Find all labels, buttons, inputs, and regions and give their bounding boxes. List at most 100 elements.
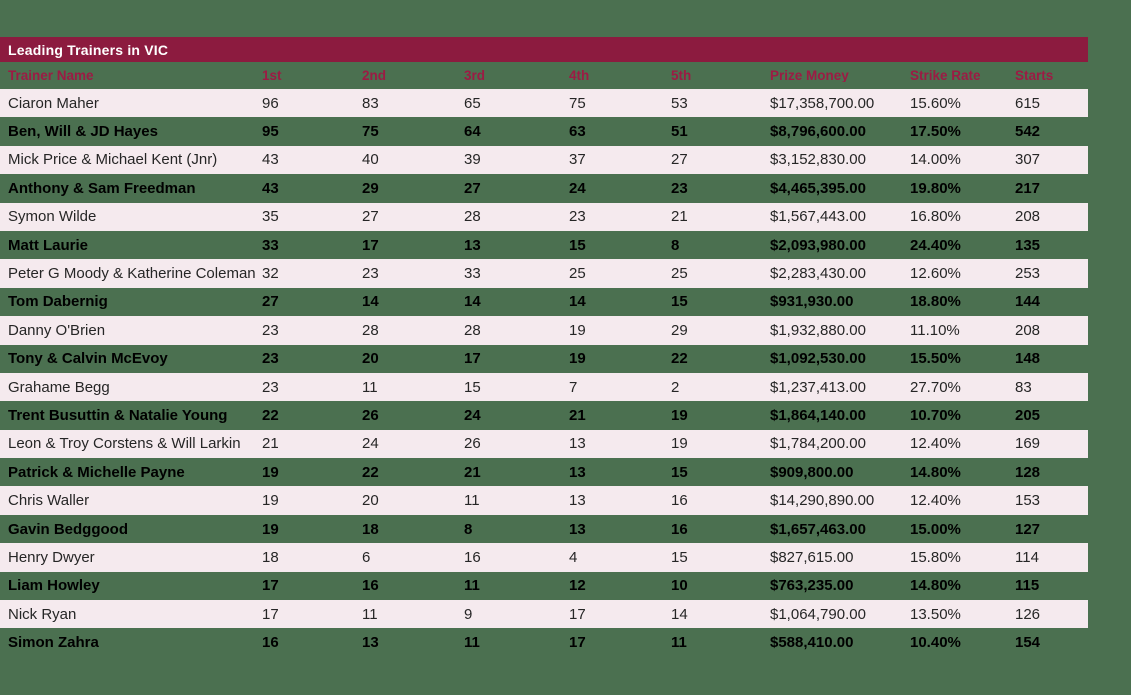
stat-cell: 135: [1015, 237, 1041, 253]
stat-cell: 115: [1015, 578, 1040, 594]
table-body: Ciaron Maher 96 83 65 75 53 $17,358,700.00 15.6…: [0, 89, 1088, 657]
stat-cell: 13: [569, 521, 586, 537]
stat-cell: 27: [464, 180, 481, 196]
stat-cell: $1,092,530.00: [770, 351, 866, 367]
stat-cell: 39: [464, 152, 481, 168]
column-header: 3rd: [464, 68, 486, 83]
stat-cell: $2,283,430.00: [770, 266, 866, 282]
column-header: 4th: [569, 68, 590, 83]
trainer-name: Symon Wilde: [8, 209, 97, 225]
stat-cell: 10.40%: [910, 635, 961, 651]
stat-cell: 21: [671, 209, 688, 225]
stat-cell: 307: [1015, 152, 1041, 168]
stat-cell: 14: [671, 606, 688, 622]
trainer-name: Henry Dwyer: [8, 549, 95, 565]
stat-cell: 12.40%: [910, 493, 961, 509]
trainer-name: Gavin Bedggood: [8, 521, 128, 537]
stat-cell: 208: [1015, 322, 1041, 338]
table-row: Ciaron Maher 96 83 65 75 53 $17,358,700.00 15.6…: [0, 89, 1088, 118]
trainer-name: Nick Ryan: [8, 606, 77, 622]
trainer-name: Simon Zahra: [8, 635, 99, 651]
stat-cell: 37: [569, 152, 586, 168]
stat-cell: 208: [1015, 209, 1041, 225]
stat-cell: 21: [569, 407, 586, 423]
trainer-name: Trent Busuttin & Natalie Young: [8, 407, 228, 423]
stat-cell: 9: [464, 606, 473, 622]
stat-cell: 23: [671, 180, 688, 196]
stat-cell: 15: [569, 237, 586, 253]
stat-cell: 15.60%: [910, 95, 961, 111]
table-row: Patrick & Michelle Payne 19 22 21 13 15 $909,8…: [0, 458, 1088, 486]
stat-cell: 16: [262, 635, 279, 651]
stat-cell: 11: [362, 606, 378, 622]
stat-cell: 28: [362, 322, 379, 338]
stat-cell: 19: [262, 521, 279, 537]
stat-cell: 20: [362, 351, 379, 367]
stat-cell: 205: [1015, 407, 1041, 423]
stat-cell: 8: [464, 521, 473, 537]
column-header: Starts: [1015, 68, 1054, 83]
stat-cell: 24.40%: [910, 237, 961, 253]
column-header: Trainer Name: [8, 68, 94, 83]
stat-cell: 19: [671, 407, 688, 423]
stat-cell: 7: [569, 379, 578, 395]
stat-cell: 127: [1015, 521, 1041, 537]
column-header: Prize Money: [770, 68, 849, 83]
stat-cell: 83: [362, 95, 379, 111]
stat-cell: 27: [262, 294, 279, 310]
stat-cell: $1,784,200.00: [770, 436, 866, 452]
table-row: Danny O'Brien 23 28 28 19 29 $1,932,880.00 11.1…: [0, 316, 1088, 345]
stat-cell: 6: [362, 549, 371, 565]
trainer-name: Tony & Calvin McEvoy: [8, 351, 168, 367]
trainer-name: Danny O'Brien: [8, 322, 106, 338]
stat-cell: 24: [362, 436, 379, 452]
stat-cell: 11.10%: [910, 322, 960, 338]
stat-cell: 14: [569, 294, 586, 310]
stat-cell: 21: [262, 436, 279, 452]
stat-cell: 43: [262, 152, 279, 168]
stat-cell: $1,237,413.00: [770, 379, 866, 395]
stat-cell: 13.50%: [910, 606, 961, 622]
stat-cell: 153: [1015, 493, 1041, 509]
title-bar: Leading Trainers in VIC: [0, 37, 1088, 62]
trainer-name: Chris Waller: [8, 493, 90, 509]
table-row: Tom Dabernig 27 14 14 14 15 $931,930.00 18.80% 1…: [0, 288, 1088, 316]
stat-cell: 542: [1015, 124, 1041, 140]
stat-cell: 169: [1015, 436, 1041, 452]
column-header: 2nd: [362, 68, 387, 83]
stat-cell: 615: [1015, 95, 1041, 111]
stat-cell: 28: [464, 209, 481, 225]
table-row: Anthony & Sam Freedman 43 29 27 24 23 $4,465,3…: [0, 174, 1088, 202]
stat-cell: 18.80%: [910, 294, 961, 310]
stat-cell: 53: [671, 95, 688, 111]
table-row: Gavin Bedggood 19 18 8 13 16 $1,657,463.00 15.0…: [0, 515, 1088, 543]
stat-cell: 43: [262, 180, 279, 196]
stat-cell: $1,864,140.00: [770, 407, 866, 423]
stat-cell: 23: [262, 322, 279, 338]
trainer-name: Patrick & Michelle Payne: [8, 464, 185, 480]
stat-cell: 16.80%: [910, 209, 961, 225]
stat-cell: 23: [262, 379, 279, 395]
table-row: Matt Laurie 33 17 13 15 8 $2,093,980.00 24.40% 1…: [0, 231, 1088, 259]
stat-cell: 11: [362, 379, 378, 395]
stat-cell: 19: [671, 436, 688, 452]
stat-cell: $4,465,395.00: [770, 180, 866, 196]
stat-cell: 13: [569, 493, 586, 509]
stat-cell: 16: [671, 493, 688, 509]
table-row: Leon & Troy Corstens & Will Larkin 21 24 26…: [0, 429, 1088, 459]
table-row: Liam Howley 17 16 11 12 10 $763,235.00 14.80% 11…: [0, 572, 1088, 600]
stat-cell: $17,358,700.00: [770, 95, 875, 111]
stat-cell: 64: [464, 124, 481, 140]
stat-cell: $763,235.00: [770, 578, 854, 594]
header-row: Trainer Name 1st 2nd 3rd 4th 5th Prize Money St…: [0, 62, 1088, 89]
table-row: Chris Waller 19 20 11 13 16 $14,290,890.00 12.4…: [0, 486, 1088, 515]
stat-cell: 114: [1015, 549, 1039, 565]
stat-cell: 33: [262, 237, 279, 253]
stat-cell: 17: [464, 351, 481, 367]
trainer-name: Ciaron Maher: [8, 95, 99, 111]
stat-cell: 17: [569, 606, 586, 622]
table-row: Trent Busuttin & Natalie Young 22 26 24 21 19…: [0, 401, 1088, 429]
stat-cell: 16: [671, 521, 688, 537]
stat-cell: $14,290,890.00: [770, 493, 875, 509]
stat-cell: 23: [262, 351, 279, 367]
